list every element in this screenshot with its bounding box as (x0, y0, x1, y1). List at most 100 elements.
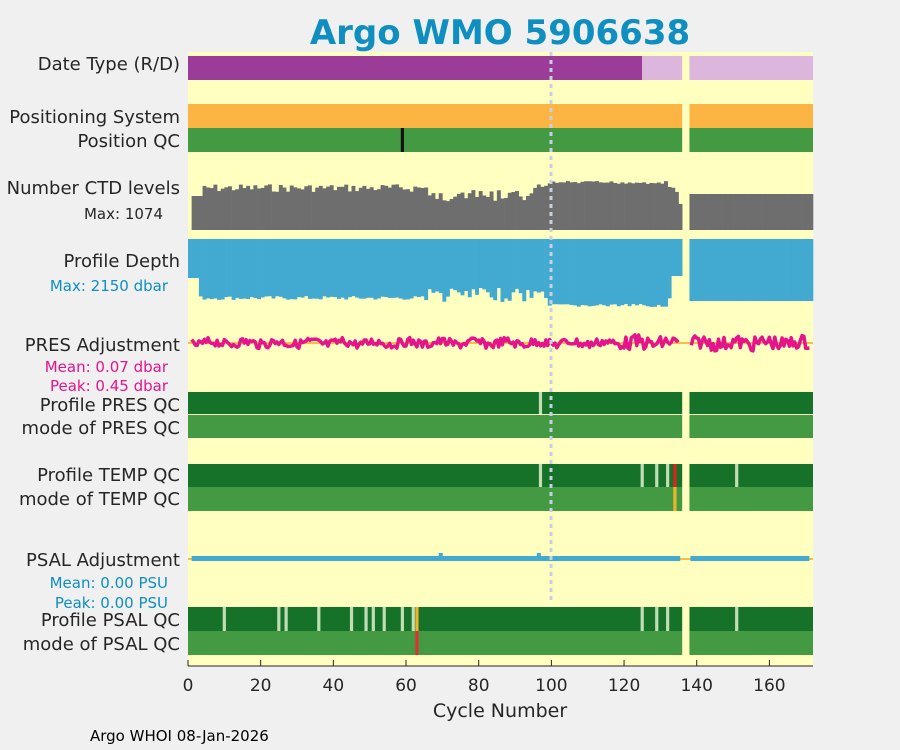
label-profile-psal-qc: Profile PSAL QC (41, 610, 180, 631)
ctd-level-bar-29 (293, 187, 298, 230)
profile-depth-bar-25 (278, 239, 283, 297)
profile-depth-bar-116 (609, 239, 614, 305)
ctd-level-bar-113 (598, 182, 603, 230)
ctd-level-bar-71 (445, 201, 450, 230)
ctd-level-bar-10 (224, 187, 229, 230)
ctd-level-bar-36 (318, 185, 323, 230)
ctd-level-bar-2 (195, 196, 200, 230)
profile-depth-bar-110 (587, 239, 592, 307)
profile-depth-bar-85 (496, 239, 501, 289)
ctd-level-bar-101 (555, 182, 559, 230)
profile-depth-bar-158 (762, 239, 767, 301)
ctd-level-bar-20 (260, 187, 265, 230)
profile-depth-bar-42 (340, 239, 345, 298)
ctd-level-bar-42 (340, 186, 345, 230)
profile-temp-qc-mark-5 (735, 464, 739, 487)
ctd-level-bar-91 (518, 196, 523, 230)
profile-depth-bar-87 (504, 239, 509, 299)
x-tick-label-60: 60 (395, 676, 417, 696)
ctd-level-bar-118 (616, 183, 621, 230)
profile-depth-bar-140 (696, 239, 701, 301)
ctd-level-bar-28 (289, 185, 294, 230)
profile-depth-bar-163 (780, 239, 785, 301)
profile-depth-bar-45 (351, 239, 356, 297)
profile-depth-bar-101 (555, 239, 559, 305)
ctd-level-bar-169 (802, 194, 807, 230)
profile-temp-qc-band (689, 464, 813, 487)
ctd-level-bar-142 (703, 194, 708, 230)
profile-depth-bar-124 (638, 239, 643, 305)
profile-depth-bar-18 (253, 239, 258, 299)
label-position-qc: Position QC (77, 131, 180, 152)
ctd-level-bar-9 (220, 188, 225, 230)
profile-depth-bar-115 (605, 239, 610, 307)
profile-depth-bar-104 (565, 239, 570, 305)
profile-depth-bar-109 (584, 239, 589, 306)
x-tick-label-100: 100 (535, 676, 567, 696)
ctd-level-bar-159 (765, 194, 770, 230)
ctd-level-bar-43 (344, 184, 349, 230)
ctd-level-bar-122 (631, 183, 636, 230)
profile-psal-qc-mark-1 (277, 607, 281, 631)
profile-depth-bar-79 (475, 239, 479, 295)
profile-psal-qc-mark-5 (364, 607, 368, 631)
label-mode-pres-qc: mode of PRES QC (22, 418, 180, 439)
label-pres-adjustment: PRES Adjustment (25, 335, 180, 356)
profile-depth-bar-55 (387, 239, 392, 298)
profile-depth-bar-106 (573, 239, 578, 306)
profile-depth-bar-111 (591, 239, 596, 306)
profile-depth-bar-165 (787, 239, 792, 301)
ctd-level-bar-94 (529, 193, 534, 230)
profile-depth-bar-63 (416, 239, 421, 297)
profile-depth-bar-83 (489, 239, 494, 298)
mode-psal-qc-mark-0 (415, 631, 419, 655)
profile-psal-qc-band (689, 607, 813, 631)
ctd-level-bar-114 (602, 182, 607, 230)
ctd-level-bar-50 (369, 187, 374, 230)
profile-depth-bar-166 (791, 239, 796, 301)
ctd-level-bar-126 (645, 183, 650, 230)
profile-depth-bar-118 (616, 239, 621, 307)
ctd-level-bar-134 (674, 191, 679, 230)
profile-depth-bar-1 (191, 239, 196, 278)
profile-depth-bar-169 (802, 239, 807, 301)
ctd-level-bar-160 (769, 194, 774, 230)
profile-depth-bar-34 (311, 239, 316, 299)
profile-depth-bar-15 (242, 239, 247, 299)
ctd-level-bar-111 (591, 181, 596, 230)
profile-depth-bar-133 (671, 239, 676, 276)
ctd-level-bar-45 (351, 185, 356, 230)
ctd-level-bar-127 (649, 182, 654, 230)
profile-depth-bar-139 (693, 239, 698, 301)
label-pres-peak: Peak: 0.45 dbar (50, 377, 169, 395)
profile-depth-bar-155 (751, 239, 756, 301)
profile-psal-qc-mark-4 (349, 607, 354, 631)
plot-background (188, 52, 813, 666)
ctd-level-bar-69 (438, 193, 443, 230)
profile-depth-bar-41 (336, 239, 341, 299)
profile-depth-bar-76 (464, 239, 469, 292)
psal-adjustment-dot-b (536, 553, 541, 557)
ctd-level-bar-24 (275, 191, 280, 230)
ctd-level-bar-148 (725, 194, 730, 230)
profile-depth-bar-134 (674, 239, 679, 276)
profile-depth-bar-58 (398, 239, 403, 299)
ctd-level-bar-70 (442, 200, 447, 230)
label-psal-peak: Peak: 0.00 PSU (55, 594, 168, 612)
ctd-level-bar-140 (696, 194, 701, 230)
ctd-level-bar-81 (482, 195, 487, 230)
profile-temp-qc-mark-1 (640, 464, 644, 487)
ctd-level-bar-67 (431, 193, 436, 230)
x-tick-label-80: 80 (468, 676, 490, 696)
profile-depth-bar-39 (329, 239, 334, 297)
ctd-level-bar-90 (515, 190, 519, 230)
ctd-level-bar-107 (576, 183, 581, 230)
ctd-level-bar-149 (729, 194, 734, 230)
ctd-level-bar-131 (664, 181, 668, 230)
profile-depth-bar-16 (246, 239, 251, 300)
profile-depth-bar-121 (627, 239, 632, 307)
ctd-level-bar-83 (489, 191, 494, 230)
profile-depth-bar-2 (195, 239, 200, 278)
profile-depth-bar-64 (420, 239, 425, 297)
ctd-level-bar-73 (453, 196, 458, 230)
